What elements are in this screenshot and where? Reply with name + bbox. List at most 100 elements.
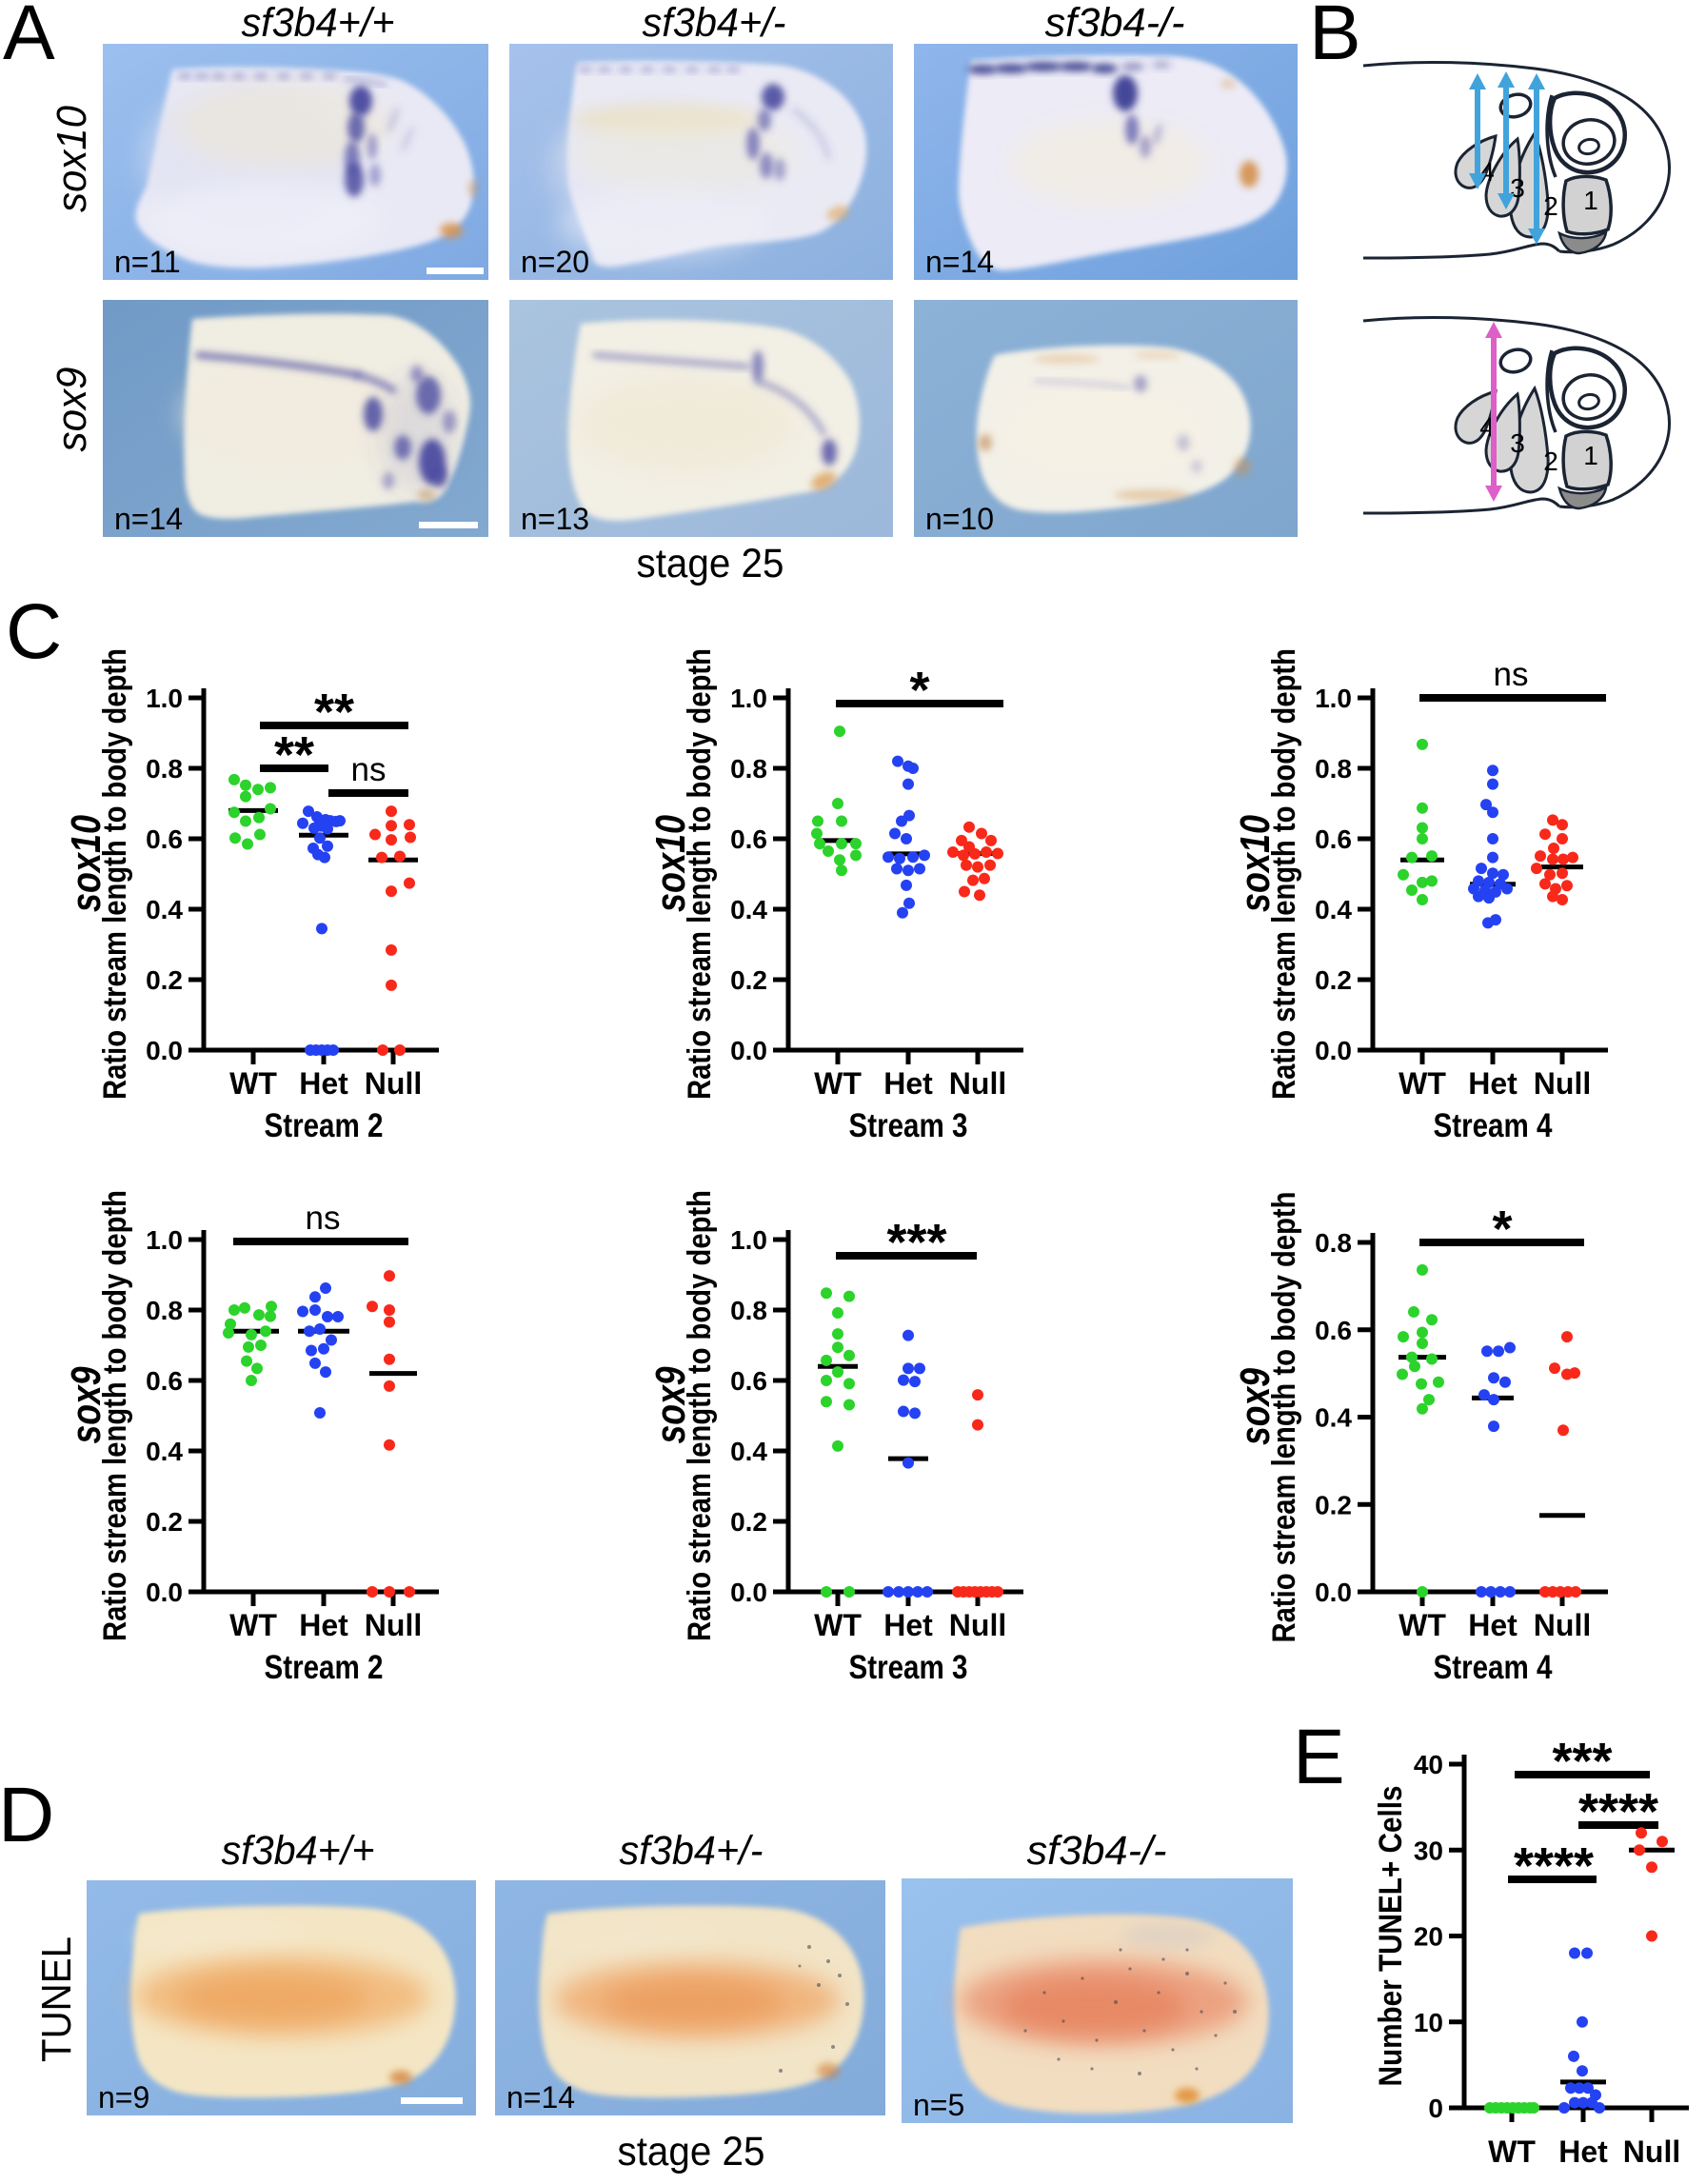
svg-text:4: 4: [1479, 157, 1495, 187]
svg-text:3: 3: [1510, 173, 1525, 203]
svg-text:Null: Null: [1534, 1608, 1591, 1642]
svg-text:0.0: 0.0: [1315, 1578, 1352, 1607]
svg-text:10: 10: [1414, 2008, 1443, 2037]
svg-text:n=14: n=14: [114, 502, 183, 536]
svg-text:0.0: 0.0: [1315, 1036, 1352, 1065]
svg-text:WT: WT: [229, 1066, 277, 1101]
svg-text:1: 1: [1583, 441, 1598, 470]
svg-text:1.0: 1.0: [146, 1225, 183, 1255]
svg-text:3: 3: [1510, 428, 1525, 458]
svg-text:ns: ns: [351, 751, 387, 788]
svg-text:0.2: 0.2: [730, 1507, 767, 1537]
svg-text:B: B: [1309, 0, 1361, 76]
svg-text:Het: Het: [1468, 1608, 1518, 1642]
svg-text:Null: Null: [949, 1066, 1006, 1101]
svg-text:0.2: 0.2: [730, 965, 767, 995]
svg-text:20: 20: [1414, 1922, 1443, 1952]
svg-text:n=5: n=5: [913, 2088, 964, 2122]
svg-text:sox10: sox10: [63, 815, 109, 912]
svg-text:Null: Null: [1623, 2134, 1680, 2169]
svg-text:Het: Het: [1558, 2134, 1608, 2169]
svg-text:0.2: 0.2: [1315, 965, 1352, 995]
svg-text:E: E: [1293, 1714, 1345, 1800]
svg-text:sox9: sox9: [49, 367, 95, 452]
svg-text:C: C: [6, 588, 62, 675]
svg-text:WT: WT: [814, 1066, 862, 1101]
svg-text:1.0: 1.0: [730, 1225, 767, 1255]
svg-text:stage 25: stage 25: [637, 541, 784, 586]
svg-text:Ratio stream length to body de: Ratio stream length to body depth: [1266, 648, 1302, 1100]
svg-text:0.8: 0.8: [730, 1296, 767, 1325]
svg-text:sox9: sox9: [647, 1366, 694, 1443]
svg-text:Het: Het: [299, 1608, 348, 1642]
svg-text:1.0: 1.0: [146, 684, 183, 713]
svg-text:stage 25: stage 25: [618, 2129, 765, 2174]
svg-text:1: 1: [1583, 186, 1598, 215]
svg-text:sf3b4+/+: sf3b4+/+: [222, 1828, 375, 1874]
svg-text:Stream 2: Stream 2: [265, 1107, 384, 1144]
svg-text:Het: Het: [299, 1066, 348, 1101]
svg-text:sf3b4+/+: sf3b4+/+: [242, 0, 395, 46]
svg-text:0.6: 0.6: [146, 824, 183, 854]
svg-text:0.6: 0.6: [1315, 824, 1352, 854]
svg-text:A: A: [3, 0, 55, 76]
svg-text:n=9: n=9: [98, 2080, 149, 2115]
svg-text:**: **: [274, 726, 314, 784]
svg-text:sox10: sox10: [49, 106, 95, 212]
svg-text:Ratio stream length to body de: Ratio stream length to body depth: [682, 648, 718, 1100]
svg-text:0.0: 0.0: [146, 1036, 183, 1065]
svg-text:n=13: n=13: [521, 502, 589, 536]
svg-text:0.6: 0.6: [730, 1366, 767, 1396]
svg-text:0.6: 0.6: [730, 824, 767, 854]
svg-text:n=20: n=20: [521, 245, 589, 279]
svg-text:0.4: 0.4: [1315, 1403, 1352, 1433]
svg-text:Null: Null: [949, 1608, 1006, 1642]
svg-text:ns: ns: [1494, 656, 1529, 693]
svg-text:Null: Null: [365, 1608, 422, 1642]
svg-text:n=11: n=11: [114, 245, 181, 279]
svg-text:Het: Het: [883, 1608, 933, 1642]
svg-text:0.8: 0.8: [1315, 754, 1352, 784]
svg-text:Null: Null: [1534, 1066, 1591, 1101]
svg-text:sf3b4+/-: sf3b4+/-: [643, 0, 786, 46]
svg-text:1.0: 1.0: [730, 684, 767, 713]
svg-text:Stream 3: Stream 3: [849, 1107, 968, 1144]
svg-text:0.8: 0.8: [146, 754, 183, 784]
svg-text:Stream 3: Stream 3: [849, 1649, 968, 1686]
svg-text:***: ***: [886, 1214, 946, 1271]
svg-text:**: **: [314, 684, 354, 741]
svg-text:D: D: [0, 1772, 54, 1858]
svg-text:0.0: 0.0: [730, 1578, 767, 1607]
svg-text:Ratio stream length to body de: Ratio stream length to body depth: [1266, 1192, 1302, 1643]
svg-text:sf3b4-/-: sf3b4-/-: [1027, 1828, 1167, 1874]
svg-text:Het: Het: [883, 1066, 933, 1101]
svg-text:0.6: 0.6: [1315, 1316, 1352, 1345]
svg-text:0.6: 0.6: [146, 1366, 183, 1396]
svg-text:sox9: sox9: [1232, 1368, 1279, 1445]
svg-text:****: ****: [1514, 1837, 1594, 1895]
svg-text:0.0: 0.0: [730, 1036, 767, 1065]
svg-text:TUNEL: TUNEL: [33, 1936, 80, 2062]
svg-text:0.4: 0.4: [730, 1437, 767, 1466]
svg-text:0.4: 0.4: [146, 1437, 183, 1466]
svg-text:0.2: 0.2: [1315, 1490, 1352, 1519]
svg-text:Ratio stream length to body de: Ratio stream length to body depth: [97, 648, 133, 1100]
svg-text:0.8: 0.8: [146, 1296, 183, 1325]
svg-text:1.0: 1.0: [1315, 684, 1352, 713]
svg-text:30: 30: [1414, 1836, 1443, 1865]
svg-text:*: *: [1492, 1201, 1512, 1258]
svg-text:sox10: sox10: [647, 815, 694, 912]
svg-text:n=10: n=10: [925, 502, 994, 536]
svg-text:n=14: n=14: [925, 245, 994, 279]
svg-text:Number TUNEL+ Cells: Number TUNEL+ Cells: [1373, 1786, 1409, 2087]
svg-text:*: *: [909, 662, 929, 719]
svg-text:40: 40: [1414, 1750, 1443, 1779]
svg-text:0.4: 0.4: [730, 895, 767, 924]
svg-text:sox9: sox9: [63, 1366, 109, 1443]
svg-text:4: 4: [1479, 412, 1495, 442]
svg-text:***: ***: [1552, 1733, 1612, 1790]
svg-text:Ratio stream length to body de: Ratio stream length to body depth: [97, 1190, 133, 1641]
svg-text:WT: WT: [1488, 2134, 1536, 2169]
svg-text:Het: Het: [1468, 1066, 1518, 1101]
svg-text:0.2: 0.2: [146, 1507, 183, 1537]
